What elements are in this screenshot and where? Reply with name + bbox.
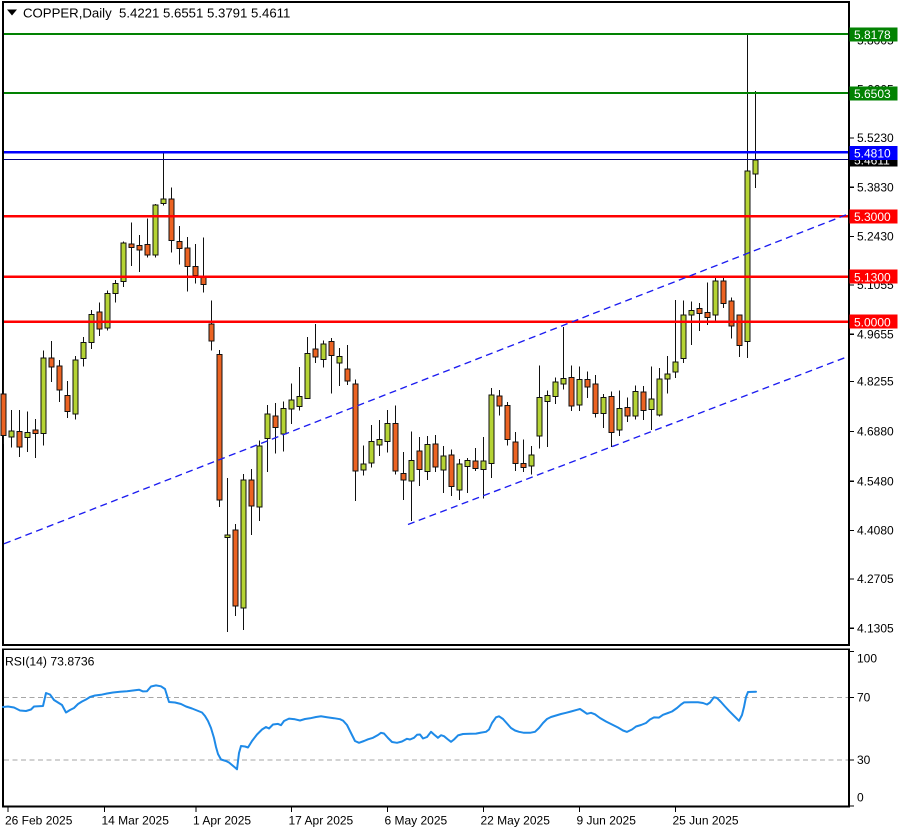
svg-text:5.3830: 5.3830 — [857, 180, 894, 194]
svg-text:22 May 2025: 22 May 2025 — [481, 814, 551, 828]
svg-text:6 May 2025: 6 May 2025 — [385, 814, 448, 828]
svg-text:RSI(14) 73.8736: RSI(14) 73.8736 — [5, 655, 95, 669]
svg-text:30: 30 — [857, 753, 871, 767]
svg-text:4.6880: 4.6880 — [857, 425, 894, 439]
svg-text:4.9655: 4.9655 — [857, 327, 894, 341]
svg-text:5.2430: 5.2430 — [857, 230, 894, 244]
svg-text:14 Mar 2025: 14 Mar 2025 — [102, 814, 170, 828]
svg-text:0: 0 — [857, 791, 864, 805]
svg-text:1 Apr 2025: 1 Apr 2025 — [193, 814, 251, 828]
svg-text:5.1300: 5.1300 — [854, 270, 891, 284]
svg-text:4.2705: 4.2705 — [857, 572, 894, 586]
svg-text:5.8178: 5.8178 — [854, 28, 891, 42]
svg-text:70: 70 — [857, 691, 871, 705]
svg-text:4.8255: 4.8255 — [857, 375, 894, 389]
svg-text:5.3000: 5.3000 — [854, 210, 891, 224]
svg-text:5.5230: 5.5230 — [857, 131, 894, 145]
svg-text:100: 100 — [857, 652, 877, 666]
svg-text:COPPER,Daily 5.4221 5.6551 5.: COPPER,Daily 5.4221 5.6551 5.3791 5.4611 — [23, 6, 290, 21]
svg-text:5.6503: 5.6503 — [854, 87, 891, 101]
svg-text:4.4080: 4.4080 — [857, 524, 894, 538]
svg-text:5.0000: 5.0000 — [854, 315, 891, 329]
svg-text:9 Jun 2025: 9 Jun 2025 — [577, 814, 637, 828]
svg-text:4.1305: 4.1305 — [857, 621, 894, 635]
svg-text:26 Feb 2025: 26 Feb 2025 — [5, 814, 73, 828]
svg-text:25 Jun 2025: 25 Jun 2025 — [673, 814, 739, 828]
svg-text:17 Apr 2025: 17 Apr 2025 — [289, 814, 354, 828]
svg-text:4.5480: 4.5480 — [857, 474, 894, 488]
svg-text:5.4810: 5.4810 — [854, 147, 891, 161]
